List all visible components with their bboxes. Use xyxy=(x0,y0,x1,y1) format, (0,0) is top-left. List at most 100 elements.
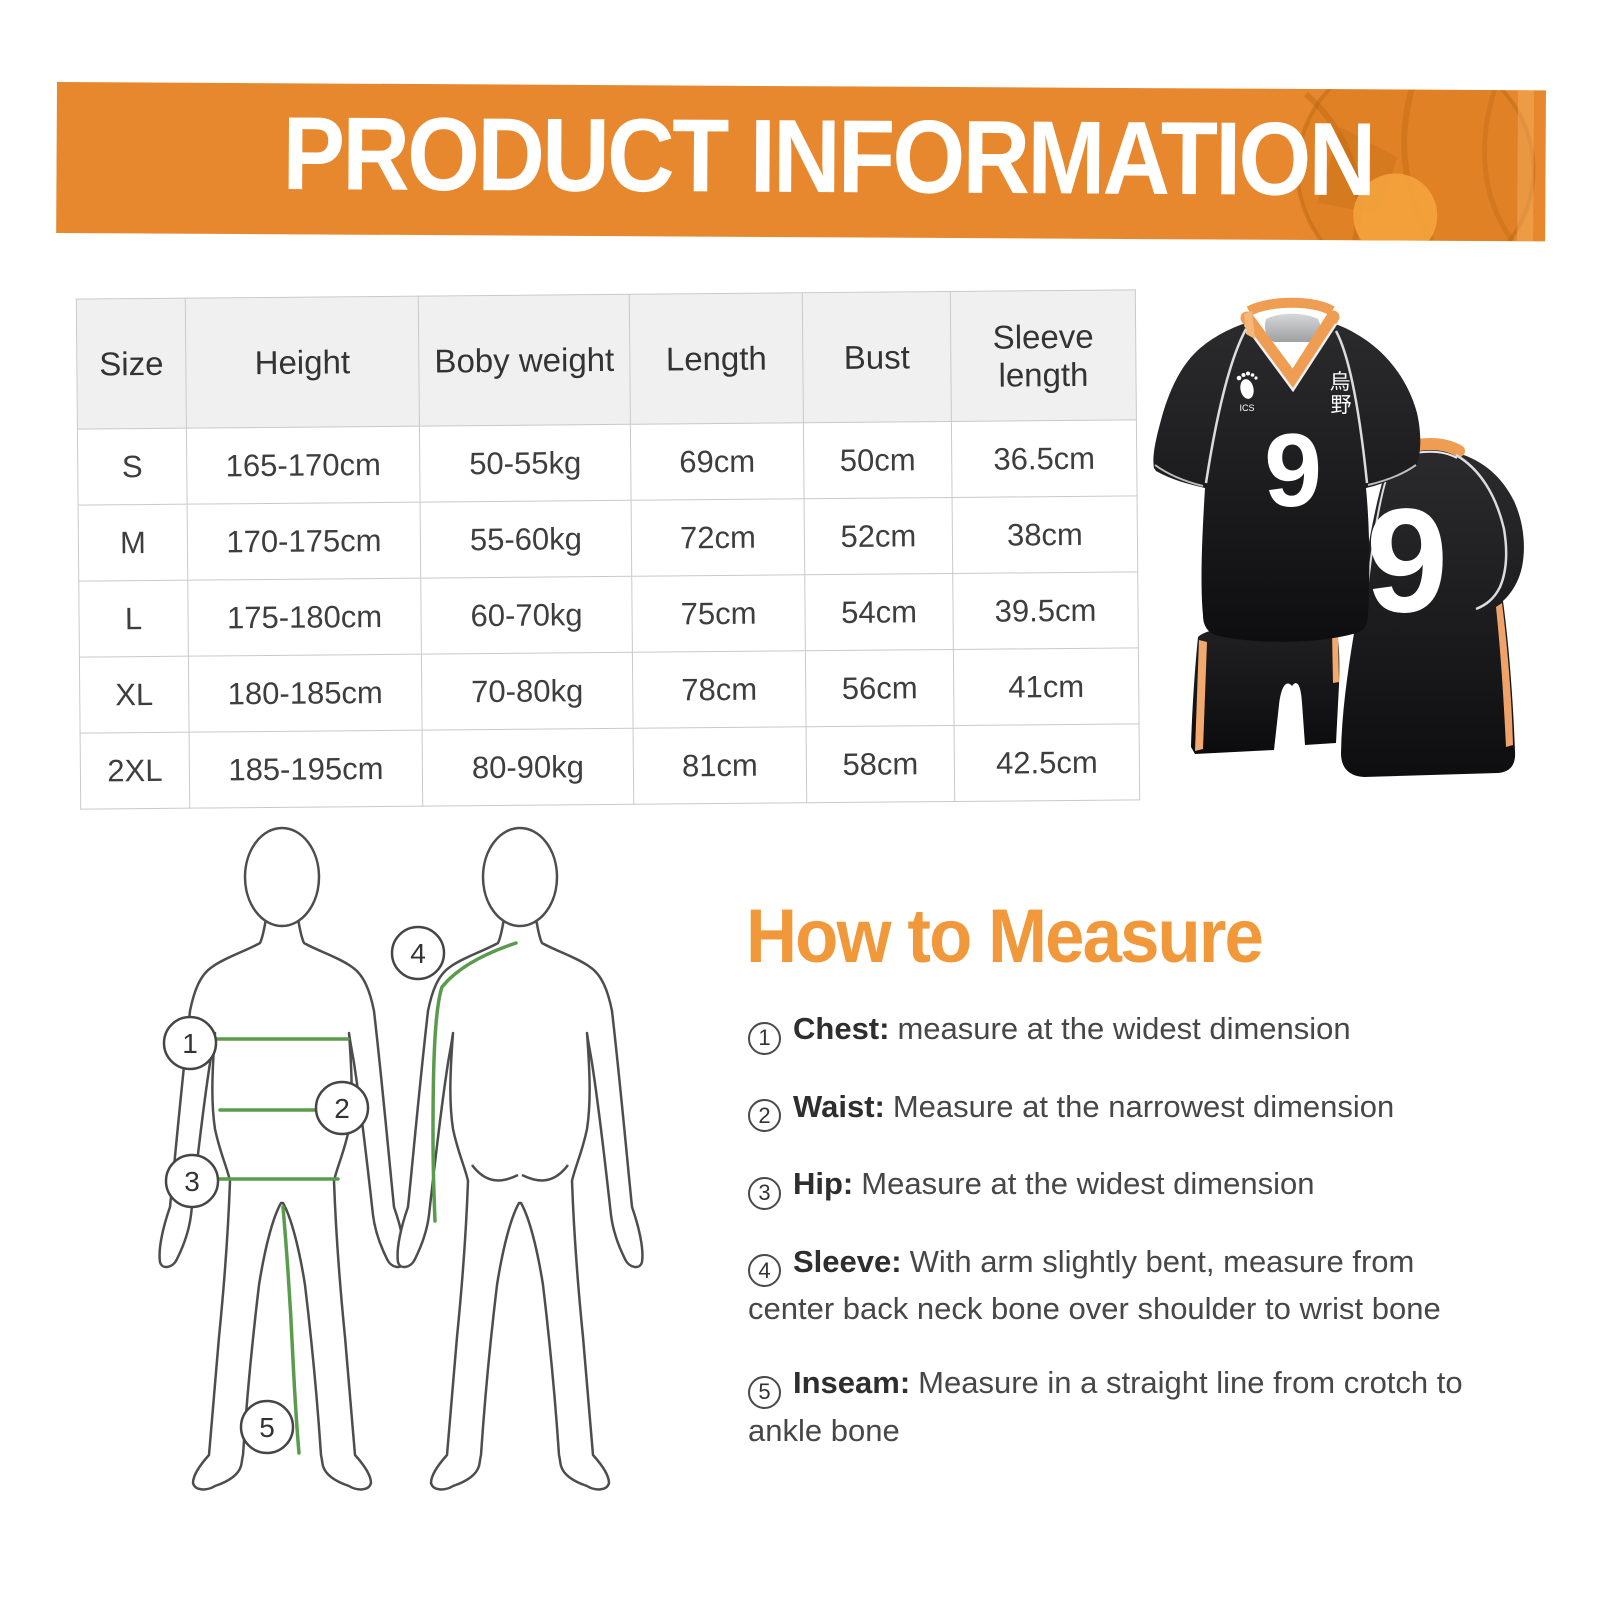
cell-size: 2XL xyxy=(80,732,190,810)
col-header-size: Size xyxy=(76,298,187,430)
size-row-2xl: 2XL 185-195cm 80-90kg 81cm 58cm 42.5cm xyxy=(80,723,1140,810)
cell-size: XL xyxy=(79,656,190,734)
body-measurement-diagram: 1 2 3 4 5 xyxy=(158,826,644,1491)
col-header-height: Height xyxy=(185,296,420,429)
cell-weight: 50-55kg xyxy=(419,424,632,503)
cell-length: 81cm xyxy=(633,726,807,805)
svg-text:3: 3 xyxy=(184,1166,200,1197)
cell-height: 165-170cm xyxy=(186,426,421,505)
cell-length: 72cm xyxy=(631,498,805,577)
cell-sleeve: 41cm xyxy=(953,647,1140,726)
size-row-s: S 165-170cm 50-55kg 69cm 50cm 36.5cm xyxy=(77,419,1138,506)
cell-length: 69cm xyxy=(630,422,805,501)
kanji-logo: 烏 野 xyxy=(1330,371,1352,417)
measure-item-label: Waist: xyxy=(793,1088,885,1124)
cell-height: 175-180cm xyxy=(187,578,422,657)
shorts-front xyxy=(1191,629,1340,754)
cell-size: L xyxy=(78,580,189,658)
measure-item-text: Measure at the narrowest dimension xyxy=(892,1088,1395,1124)
measure-item-inseam: 5 Inseam: Measure in a straight line from … xyxy=(748,1361,1478,1453)
cell-weight: 55-60kg xyxy=(420,500,632,579)
col-header-sleeve-length: Sleeve length xyxy=(950,289,1137,422)
jersey-back-view: 9 xyxy=(1341,438,1524,777)
measure-item-number: 3 xyxy=(748,1176,781,1210)
measure-item-number: 5 xyxy=(748,1375,781,1409)
size-row-xl: XL 180-185cm 70-80kg 78cm 56cm 41cm xyxy=(79,647,1140,734)
cell-bust: 50cm xyxy=(803,421,953,499)
cell-height: 180-185cm xyxy=(188,654,423,733)
measure-item-text: Measure at the widest dimension xyxy=(861,1166,1315,1201)
col-header-bust: Bust xyxy=(802,291,952,423)
footprint-logo: ICS xyxy=(1236,371,1258,413)
measure-item-number: 4 xyxy=(748,1254,781,1287)
measure-item-text: measure at the widest dimension xyxy=(897,1011,1351,1046)
cell-length: 78cm xyxy=(632,650,807,729)
product-jersey-image: 9 ICS xyxy=(1153,297,1524,777)
how-to-measure-title: How to Measure xyxy=(746,894,1264,979)
svg-text:4: 4 xyxy=(410,938,426,969)
cell-bust: 54cm xyxy=(804,573,954,651)
diagram-point-labels: 1 2 3 4 5 xyxy=(162,925,446,1455)
footprint-logo-text: ICS xyxy=(1239,403,1254,413)
figure-back-hip-line xyxy=(471,1164,569,1182)
measure-item-chest: 1 Chest: measure at the widest dimension xyxy=(748,1007,1478,1055)
measure-item-label: Inseam: xyxy=(793,1365,911,1400)
col-header-length: Length xyxy=(629,292,804,425)
collar-front xyxy=(1240,297,1340,393)
piping-front-left xyxy=(1204,328,1248,484)
measure-item-number: 2 xyxy=(748,1099,781,1132)
soccer-ball-icon xyxy=(1295,88,1536,242)
size-row-m: M 170-175cm 55-60kg 72cm 52cm 38cm xyxy=(78,495,1138,582)
cell-bust: 52cm xyxy=(804,497,953,575)
cell-sleeve: 38cm xyxy=(952,495,1138,574)
cell-height: 185-195cm xyxy=(189,730,423,809)
cell-weight: 70-80kg xyxy=(421,652,634,731)
page-title: PRODUCT INFORMATION xyxy=(282,95,1374,218)
point-label-2: 2 xyxy=(314,1080,370,1136)
measure-item-hip: 3 Hip: Measure at the widest dimension xyxy=(748,1162,1478,1210)
jersey-back-side-stripe xyxy=(1496,603,1513,747)
measure-item-label: Chest: xyxy=(793,1011,890,1046)
measure-item-label: Hip: xyxy=(793,1166,854,1201)
size-row-l: L 175-180cm 60-70kg 75cm 54cm 39.5cm xyxy=(78,571,1139,658)
measurement-line-sleeve xyxy=(431,941,518,1223)
shorts-side-stripe-right xyxy=(1332,632,1339,683)
cell-length: 75cm xyxy=(631,574,806,653)
cell-bust: 58cm xyxy=(806,725,955,803)
cell-sleeve: 36.5cm xyxy=(951,419,1138,498)
cell-size: M xyxy=(78,504,188,582)
size-chart-table: Size Height Boby weight Length Bust Slee… xyxy=(75,289,1141,810)
cell-weight: 80-90kg xyxy=(422,728,634,807)
measure-item-number: 1 xyxy=(748,1021,781,1055)
jersey-number-back: 9 xyxy=(1366,479,1448,644)
measurement-line-inseam xyxy=(281,1205,301,1455)
point-label-3: 3 xyxy=(164,1153,220,1209)
measure-item-text: Measure in a straight line from crotch t… xyxy=(748,1365,1463,1448)
cell-bust: 56cm xyxy=(805,649,955,727)
piping-front-right xyxy=(1334,330,1369,484)
point-label-5: 5 xyxy=(239,1399,295,1455)
how-to-measure-list: 1 Chest: measure at the widest dimension 2… xyxy=(748,1007,1478,1483)
banner: PRODUCT INFORMATION xyxy=(56,82,1546,242)
point-label-1: 1 xyxy=(162,1015,218,1071)
col-header-body-weight: Boby weight xyxy=(418,294,631,427)
kanji-bottom: 野 xyxy=(1331,394,1352,417)
measure-item-label: Sleeve: xyxy=(793,1243,902,1279)
size-table-header-row: Size Height Boby weight Length Bust Slee… xyxy=(76,289,1137,430)
measure-item-waist: 2 Waist: Measure at the narrowest dimensio… xyxy=(748,1085,1478,1132)
cell-weight: 60-70kg xyxy=(420,576,633,655)
cell-size: S xyxy=(77,428,188,506)
cell-sleeve: 39.5cm xyxy=(952,571,1139,650)
cell-height: 170-175cm xyxy=(187,502,421,581)
jersey-front-view: ICS 烏 野 9 xyxy=(1153,297,1421,642)
svg-text:1: 1 xyxy=(182,1028,198,1059)
piping-back-right xyxy=(1455,453,1508,611)
svg-text:5: 5 xyxy=(259,1412,275,1443)
cell-sleeve: 42.5cm xyxy=(954,723,1140,802)
svg-text:2: 2 xyxy=(334,1093,350,1124)
kanji-top: 烏 xyxy=(1330,371,1351,394)
measure-item-sleeve: 4 Sleeve: With arm slightly bent, measure … xyxy=(748,1240,1478,1332)
measure-item-text: With arm slightly bent, measure from cen… xyxy=(748,1243,1441,1327)
shorts-side-stripe-left xyxy=(1195,640,1207,751)
